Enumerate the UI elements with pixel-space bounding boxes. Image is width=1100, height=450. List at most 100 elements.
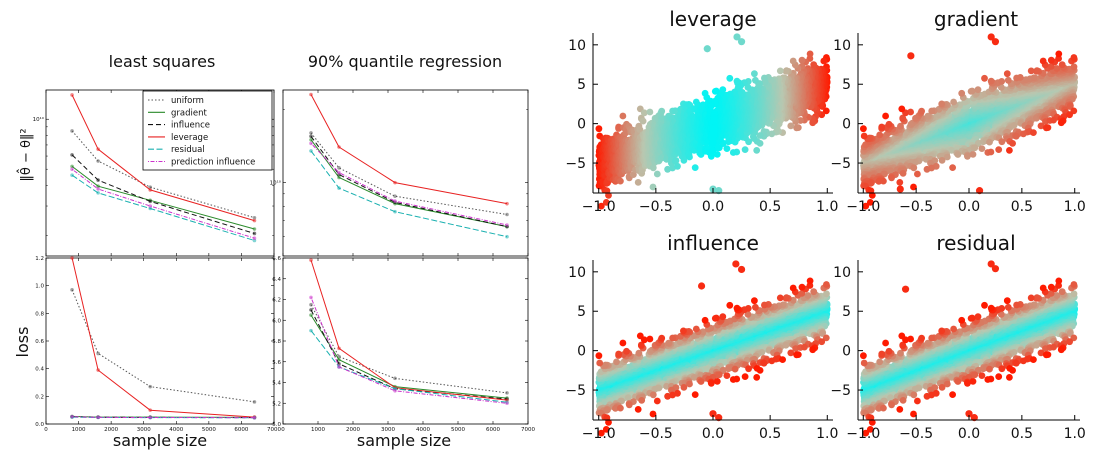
series-line-prediction-influence [310,142,508,226]
y-tick-label: 0 [577,117,586,133]
y-tick-label: 0.0 [35,422,44,428]
data-point [96,147,100,151]
series-line-uniform [71,289,255,403]
series-line-leverage [310,259,508,401]
data-point [70,164,74,169]
data-point [337,170,341,175]
data-point [148,384,153,389]
x-tick-label: 2000 [346,427,360,433]
data-point [309,328,313,333]
scatter-points [595,33,831,210]
scatter-point [646,108,654,116]
data-point [505,201,509,206]
scatter-point [658,107,666,115]
panel-frame [45,257,275,425]
scatter-point [726,74,734,82]
scatter-point [741,146,749,154]
data-point [337,145,341,149]
data-point [252,236,257,241]
data-point [393,209,397,214]
series-line-gradient [71,166,255,230]
series-line-leverage [71,94,255,222]
data-point [309,308,313,312]
scatter-point [820,57,828,65]
data-point [337,186,341,190]
y-tick-label: 1.0 [35,284,44,290]
scatter-point [691,164,699,172]
x-tick-label: 4000 [416,427,430,433]
y-tick-label: 6.6 [272,256,281,262]
y-tick-label: 0.2 [35,394,44,400]
scatter-point [954,151,962,158]
data-point [70,414,74,419]
scatter-title-leverage: leverage [669,7,756,31]
scatter-title-gradient: gradient [934,7,1018,31]
data-point [337,346,341,351]
series-line-prediction-influence [71,168,255,239]
data-point [96,415,100,420]
scatter-point [744,83,752,91]
data-point [309,141,313,146]
scatter-point [709,139,717,147]
data-point [252,218,257,223]
scatter-point [789,57,797,65]
data-point [505,401,509,406]
scatter-point [971,144,979,152]
y-tick-label: 6.0 [272,318,281,324]
x-tick-label: 5000 [202,427,216,433]
data-point [393,180,397,185]
x-tick-label: 0 [281,427,285,433]
scatter-point [733,77,741,85]
col-title-quantile-regression: 90% quantile regression [308,52,502,71]
panel-frame [282,89,529,257]
scatter-point [674,162,681,170]
data-point [96,187,100,191]
scatter-point [686,153,693,161]
x-tick-label: 0.5 [759,199,781,215]
data-point [96,159,100,163]
scatter-point [798,56,806,64]
data-point [309,313,313,317]
data-point [252,231,257,236]
data-point [309,134,313,139]
scatter-point [619,112,627,120]
scatter-point [649,164,657,172]
x-tick-label: 5000 [451,427,465,433]
x-tick-label: 6000 [486,427,500,433]
scatter-point [653,170,661,178]
y-tick-label: 1.2 [35,256,44,262]
series-line-prediction-influence [72,416,255,419]
col-title-least-squares: least squares [109,52,216,71]
scatter-point [756,132,764,139]
x-tick-label: 4000 [169,427,183,433]
line-panel-3: 5.05.25.45.65.86.06.26.46.60 1000 2000 3000… [272,256,535,433]
line-panel-2: 0.00.20.40.60.81.01.20 1000 2000 3000 4000 50… [35,256,281,433]
scatter-point [708,102,715,110]
scatter-point [617,177,624,185]
y-tick-label: 5.6 [272,360,281,366]
y-tick-label: 10¹⁰ [33,116,45,123]
scatter-point [597,202,605,210]
x-tick-label: 3000 [381,427,395,433]
scatter-point [595,125,603,133]
x-tick-label: 6000 [234,427,248,433]
xlabel-quantile: sample size [357,431,451,450]
scatter-point [636,126,644,134]
series-line-residual [71,174,255,241]
data-point [393,376,397,381]
ylabel-param-error: ‖θ̂ − θ‖² [17,128,34,181]
scatter-point [822,107,830,115]
data-point [70,93,74,97]
scatter-point [649,183,657,191]
scatter-point [751,70,758,78]
y-tick-label: 5.2 [272,401,281,407]
series-line-leverage [310,94,508,205]
line-panel-1: 10¹⁰ [270,89,529,257]
y-tick-label: 0.6 [35,339,44,345]
data-point [309,302,313,307]
data-point [96,368,100,372]
data-point [309,92,313,97]
